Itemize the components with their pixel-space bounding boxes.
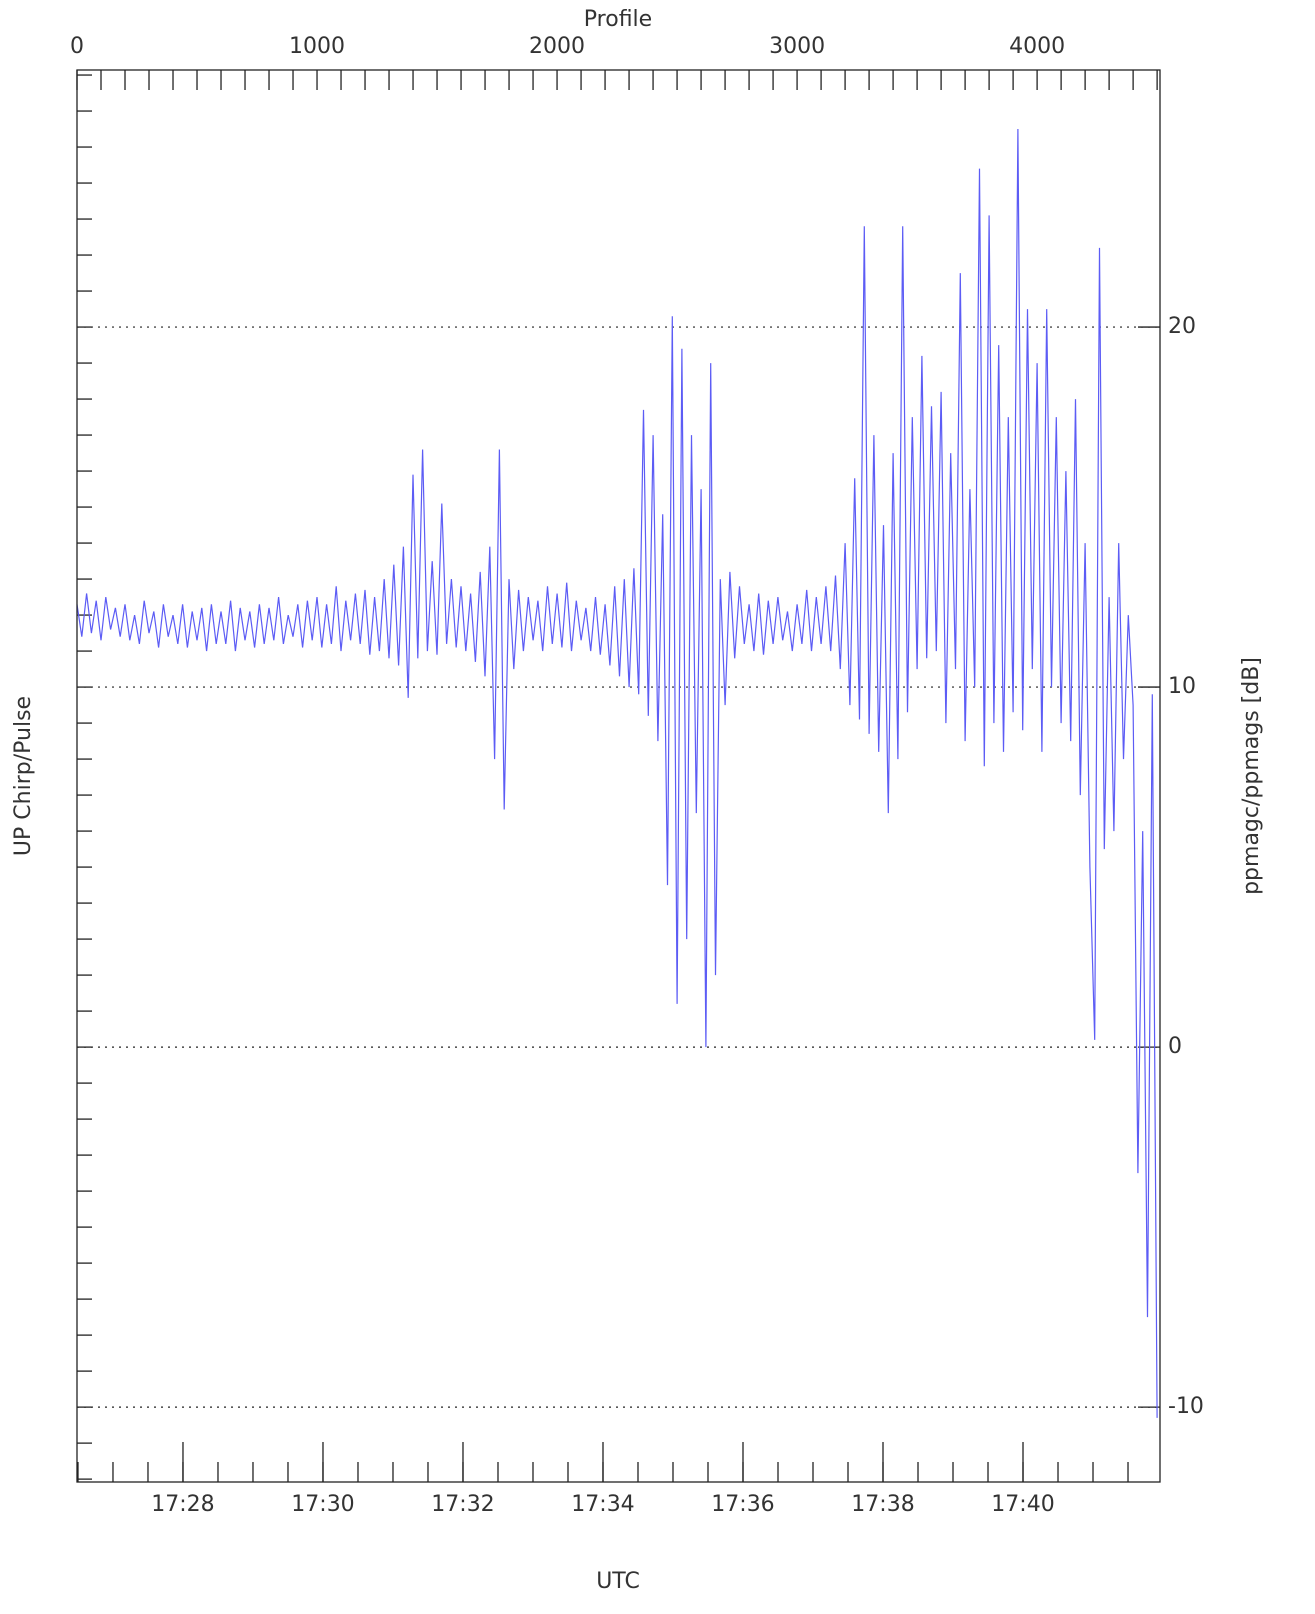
y2-tick-label: 0 bbox=[1168, 1034, 1182, 1059]
x2-tick-label: 17:28 bbox=[151, 1492, 214, 1517]
y2-axis-title: ppmagc/ppmags [dB] bbox=[1239, 657, 1264, 895]
x2-tick-label: 17:30 bbox=[291, 1492, 354, 1517]
x2-tick-label: 17:38 bbox=[851, 1492, 914, 1517]
x-axis-title: Profile bbox=[584, 7, 652, 32]
x2-tick-label: 17:32 bbox=[431, 1492, 494, 1517]
x2-tick-label: 17:36 bbox=[711, 1492, 774, 1517]
x-tick-label: 0 bbox=[70, 34, 84, 59]
y2-tick-label: 20 bbox=[1168, 314, 1196, 339]
x-tick-label: 2000 bbox=[529, 34, 585, 59]
x2-tick-label: 17:34 bbox=[571, 1492, 634, 1517]
x2-axis-title: UTC bbox=[596, 1569, 640, 1594]
x-tick-label: 4000 bbox=[1009, 34, 1065, 59]
data-line bbox=[76, 128, 1158, 1418]
y-axis-title: UP Chirp/Pulse bbox=[11, 696, 36, 856]
y2-tick-label: -10 bbox=[1168, 1394, 1204, 1419]
x-tick-label: 1000 bbox=[289, 34, 345, 59]
x2-tick-label: 17:40 bbox=[991, 1492, 1054, 1517]
y2-tick-label: 10 bbox=[1168, 674, 1196, 699]
plot-frame bbox=[76, 69, 1161, 1483]
x-tick-label: 3000 bbox=[769, 34, 825, 59]
